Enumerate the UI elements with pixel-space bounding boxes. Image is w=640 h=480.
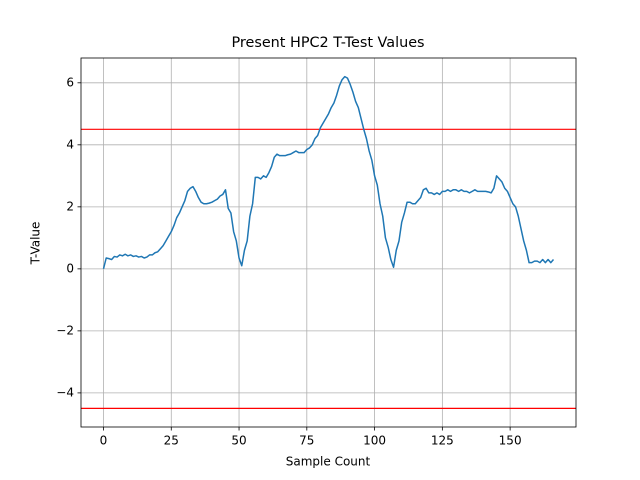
- y-tick-label: −4: [56, 385, 74, 399]
- x-tick-label: 150: [499, 434, 522, 448]
- y-axis-label: T-Value: [29, 222, 43, 266]
- y-tick-label: 0: [66, 261, 74, 275]
- plot-frame: [80, 57, 577, 428]
- x-tick-label: 75: [299, 434, 314, 448]
- data-line: [102, 75, 555, 270]
- x-tick-label: 100: [363, 434, 386, 448]
- chart-title: Present HPC2 T-Test Values: [231, 35, 424, 51]
- y-tick-label: 2: [66, 199, 74, 213]
- x-tick-label: 25: [164, 434, 179, 448]
- x-axis-label: Sample Count: [286, 455, 371, 469]
- y-tick-label: −2: [56, 323, 74, 337]
- y-tick-label: 6: [66, 75, 74, 89]
- x-tick-label: 50: [231, 434, 246, 448]
- x-tick-label: 125: [431, 434, 454, 448]
- y-tick-label: 4: [66, 137, 74, 151]
- x-tick-label: 0: [100, 434, 108, 448]
